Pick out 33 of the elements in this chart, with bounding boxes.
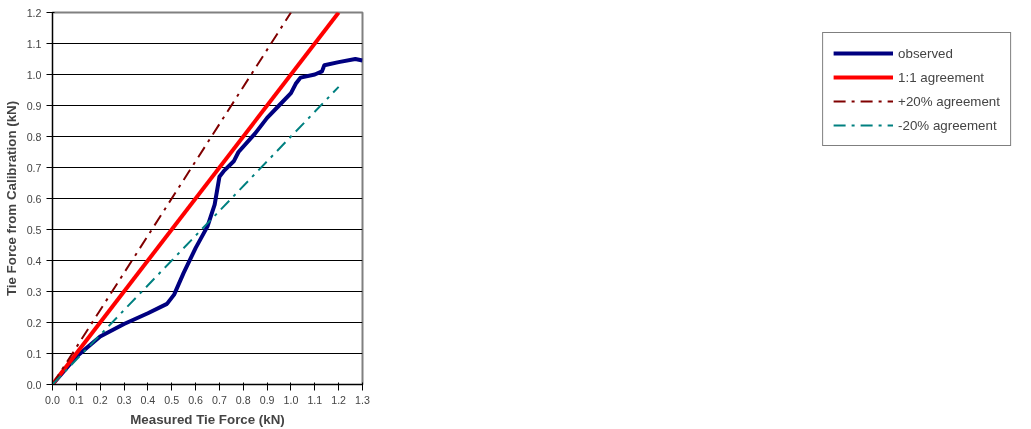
x-tick-label: 1.1 [307,393,323,406]
x-tick-label: 1.0 [283,393,299,406]
x-tick-label: 0.2 [92,393,108,406]
y-tick-label: 1.2 [26,6,42,19]
x-tick-label: 0.5 [164,393,180,406]
y-tick-label: 1.1 [26,37,42,50]
y-tick-label: 0.1 [26,347,42,360]
legend-label: 1:1 agreement [898,69,985,85]
y-tick-label: 0.6 [26,192,42,205]
y-tick-label: 0.3 [26,285,42,298]
x-tick-label: 1.3 [355,393,370,406]
legend-label: +20% agreement [898,93,1000,109]
x-tick-label: 0.6 [188,393,204,406]
y-tick-label: 0.2 [26,316,42,329]
y-tick-label: 0.8 [26,130,42,143]
x-tick-label: 0.7 [212,393,227,406]
x-tick-label: 0.4 [140,393,156,406]
legend-label: observed [898,45,953,61]
x-tick-label: 0.9 [259,393,275,406]
x-tick-label: 0.3 [116,393,132,406]
legend-label: -20% agreement [898,117,997,133]
x-tick-label: 0.1 [68,393,84,406]
x-tick-label: 0.0 [45,393,60,406]
y-tick-label: 0.5 [26,223,42,236]
y-tick-label: 0.7 [26,161,42,174]
x-axis-title: Measured Tie Force (kN) [130,411,285,427]
y-tick-label: 0.0 [26,378,42,391]
x-tick-label: 1.2 [331,393,347,406]
x-tick-label: 0.8 [235,393,251,406]
y-tick-label: 0.4 [26,254,42,267]
y-axis-title: Tie Force from Calibration (kN) [3,100,19,297]
y-tick-label: 0.9 [26,99,42,112]
y-tick-label: 1.0 [26,68,42,81]
